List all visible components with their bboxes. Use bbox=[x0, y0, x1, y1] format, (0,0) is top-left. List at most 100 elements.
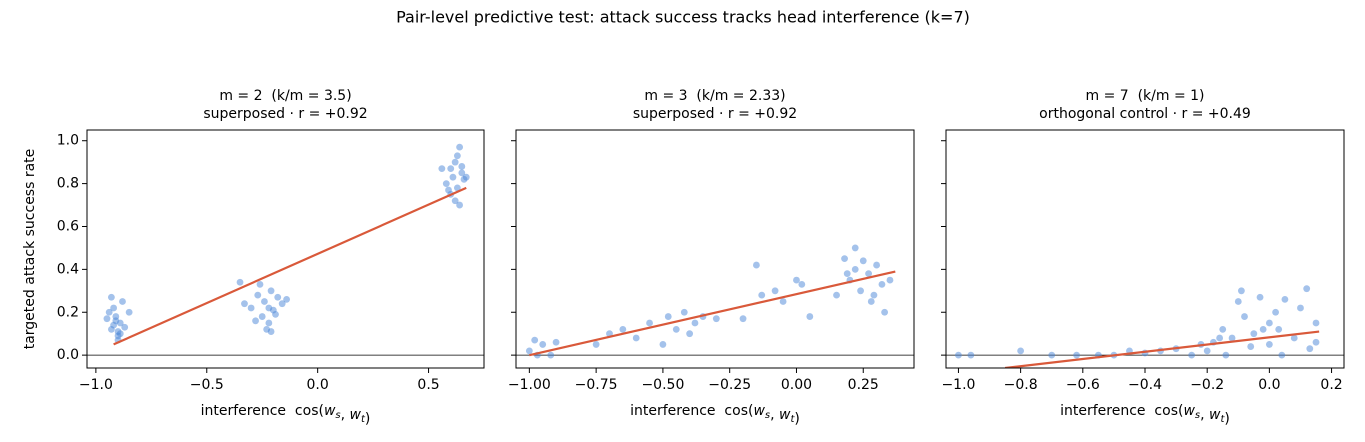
scatter-point bbox=[1306, 345, 1314, 353]
scatter-point bbox=[236, 278, 244, 286]
panel-subtitle: superposed · r = +0.92 bbox=[633, 106, 797, 122]
scatter-point bbox=[453, 184, 461, 192]
scatter-point bbox=[1256, 293, 1264, 301]
axes-frame bbox=[515, 129, 915, 369]
scatter-point bbox=[646, 319, 653, 327]
fit-line bbox=[1004, 330, 1320, 368]
scatter-point bbox=[447, 165, 455, 172]
scatter-point bbox=[265, 304, 273, 312]
scatter-point bbox=[445, 186, 452, 194]
scatter-point bbox=[125, 308, 133, 316]
x-tick-label: −0.50 bbox=[641, 377, 684, 393]
scatter-point bbox=[857, 287, 864, 295]
plot-area bbox=[87, 143, 484, 356]
y-tick-label: 0.4 bbox=[57, 261, 79, 277]
x-tick-label: −1.00 bbox=[508, 377, 551, 393]
x-tick-label: −0.8 bbox=[1004, 377, 1038, 393]
plot-area bbox=[946, 285, 1344, 368]
scatter-point bbox=[1228, 334, 1236, 342]
x-tick-label: −0.75 bbox=[575, 377, 618, 393]
x-axis-label: interference cos(ws, wt) bbox=[201, 403, 371, 427]
panel-subtitle: orthogonal control · r = +0.49 bbox=[1039, 106, 1251, 122]
scatter-point bbox=[539, 341, 547, 348]
axes-frame bbox=[945, 129, 1345, 369]
figure-title: Pair-level predictive test: attack succe… bbox=[396, 8, 970, 27]
scatter-point bbox=[592, 341, 600, 348]
scatter-point bbox=[1278, 351, 1286, 359]
fit-line bbox=[113, 186, 467, 346]
scatter-point bbox=[258, 313, 266, 320]
scatter-point bbox=[867, 298, 875, 305]
scatter-point bbox=[865, 270, 872, 278]
x-tick-label: 0.2 bbox=[1320, 377, 1342, 393]
scatter-point bbox=[1281, 295, 1289, 303]
scatter-point bbox=[1216, 334, 1224, 342]
scatter-point bbox=[241, 300, 248, 308]
y-tick-label: 0.6 bbox=[57, 218, 79, 234]
scatter-point bbox=[247, 304, 255, 312]
scatter-point bbox=[547, 351, 555, 359]
x-tick-label: −1.0 bbox=[79, 377, 113, 393]
panel-subtitle: superposed · r = +0.92 bbox=[203, 106, 367, 122]
x-tick-label: 0.5 bbox=[417, 377, 439, 393]
y-tick-label: 1.0 bbox=[57, 133, 79, 149]
scatter-point bbox=[438, 165, 446, 172]
scatter-point bbox=[283, 295, 291, 303]
scatter-point bbox=[531, 336, 539, 344]
scatter-point bbox=[793, 276, 800, 284]
scatter-point bbox=[1222, 351, 1230, 359]
scatter-point bbox=[103, 315, 111, 323]
scatter-point bbox=[686, 330, 694, 338]
scatter-point bbox=[107, 293, 115, 301]
scatter-point bbox=[680, 308, 688, 316]
scatter-point bbox=[1265, 319, 1273, 327]
scatter-point bbox=[462, 173, 470, 181]
x-tick-label: −0.5 bbox=[190, 377, 224, 393]
plot-area bbox=[516, 244, 914, 359]
scatter-point bbox=[672, 326, 680, 333]
fit-line bbox=[529, 270, 896, 357]
scatter-point bbox=[265, 319, 273, 327]
scatter-point bbox=[456, 201, 464, 209]
panel-title: m = 7 (k/m = 1) bbox=[1086, 88, 1205, 104]
scatter-point bbox=[1275, 326, 1283, 333]
panel-title: m = 2 (k/m = 3.5) bbox=[219, 88, 351, 104]
x-tick-label: 0.00 bbox=[781, 377, 812, 393]
scatter-point bbox=[114, 328, 122, 335]
scatter-point bbox=[739, 315, 747, 323]
scatter-point bbox=[254, 291, 262, 299]
scatter-point bbox=[1234, 298, 1242, 305]
scatter-point bbox=[525, 347, 533, 355]
scatter-point bbox=[859, 257, 867, 265]
x-tick-label: −1.0 bbox=[941, 377, 975, 393]
scatter-point bbox=[843, 270, 851, 278]
scatter-point bbox=[967, 351, 975, 359]
scatter-point bbox=[619, 326, 627, 333]
scatter-point bbox=[1188, 351, 1196, 359]
scatter-point bbox=[798, 280, 806, 288]
scatter-point bbox=[552, 338, 560, 346]
scatter-point bbox=[712, 315, 720, 323]
scatter-point bbox=[267, 287, 275, 295]
scatter-point bbox=[1290, 334, 1298, 342]
y-tick-label: 0.8 bbox=[57, 176, 79, 192]
scatter-point bbox=[841, 255, 848, 263]
scatter-point bbox=[1272, 308, 1279, 316]
scatter-point bbox=[256, 280, 264, 288]
x-tick-label: −0.4 bbox=[1128, 377, 1162, 393]
scatter-point bbox=[851, 265, 859, 273]
scatter-point bbox=[851, 244, 859, 252]
scatter-point bbox=[664, 313, 672, 320]
scatter-point bbox=[1247, 343, 1255, 350]
scatter-point bbox=[278, 300, 286, 308]
scatter-point bbox=[453, 152, 461, 160]
scatter-point bbox=[1237, 287, 1245, 295]
scatter-point bbox=[833, 291, 840, 299]
x-tick-label: 0.25 bbox=[848, 377, 879, 393]
scatter-point bbox=[121, 323, 129, 331]
x-tick-label: 0.0 bbox=[1258, 377, 1280, 393]
scatter-point bbox=[1241, 313, 1248, 320]
scatter-point bbox=[1297, 304, 1304, 312]
scatter-point bbox=[1265, 341, 1273, 348]
